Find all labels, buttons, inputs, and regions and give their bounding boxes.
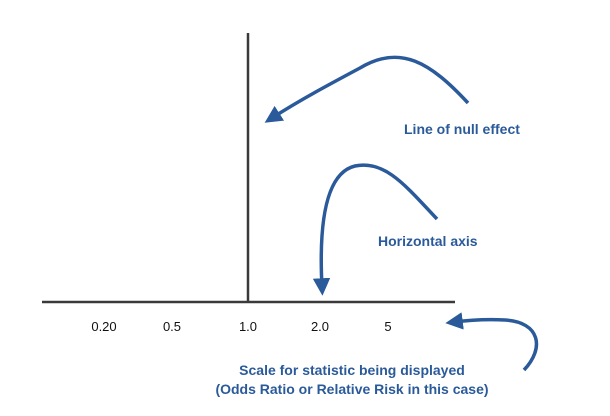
null-effect-arrow <box>264 55 470 123</box>
tick-label-0-5: 0.5 <box>163 319 181 334</box>
null-effect-callout: Line of null effect <box>404 121 520 137</box>
horizontal-axis-callout: Horizontal axis <box>378 233 478 249</box>
tick-label-5: 5 <box>384 319 391 334</box>
tick-label-0-20: 0.20 <box>91 319 116 334</box>
tick-label-1-0: 1.0 <box>239 319 257 334</box>
horizontal-axis-arrow <box>312 163 439 296</box>
scale-arrow <box>445 312 539 372</box>
scale-callout-line2: (Odds Ratio or Relative Risk in this cas… <box>215 381 488 397</box>
scale-callout-line1: Scale for statistic being displayed <box>239 362 465 378</box>
tick-label-2-0: 2.0 <box>311 319 329 334</box>
